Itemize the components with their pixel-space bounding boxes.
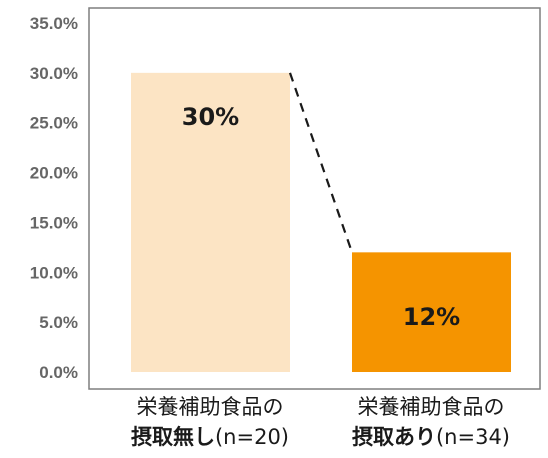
y-tick-label: 10.0%: [30, 263, 78, 282]
category-label-line1: 栄養補助食品の: [357, 395, 505, 419]
y-axis-ticks: 0.0% 5.0% 10.0% 15.0% 20.0% 25.0% 30.0% 35.0%: [30, 14, 78, 382]
data-label: 12%: [403, 303, 460, 331]
y-tick-label: 15.0%: [30, 213, 78, 232]
y-tick-label: 5.0%: [39, 313, 78, 332]
category-label-suffix: (n=34): [435, 425, 510, 449]
bars: [131, 72, 511, 372]
y-tick-label: 30.0%: [30, 64, 78, 83]
category-label-line1: 栄養補助食品の: [136, 395, 284, 419]
y-tick-label: 0.0%: [39, 363, 78, 382]
y-tick-label: 25.0%: [30, 114, 78, 133]
category-label-bold: 摂取あり: [351, 425, 436, 449]
category-label-with-supplement: 栄養補助食品の 摂取あり(n=34): [316, 392, 546, 452]
category-label-without-supplement: 栄養補助食品の 摂取無し(n=20): [95, 392, 325, 452]
bar: [131, 72, 290, 372]
y-tick-label: 20.0%: [30, 164, 78, 183]
data-labels: 30% 12%: [182, 103, 460, 331]
y-tick-label: 35.0%: [30, 14, 78, 33]
bar: [352, 252, 511, 372]
category-label-bold: 摂取無し: [130, 425, 215, 449]
category-label-suffix: (n=20): [214, 425, 289, 449]
data-label: 30%: [182, 103, 239, 131]
